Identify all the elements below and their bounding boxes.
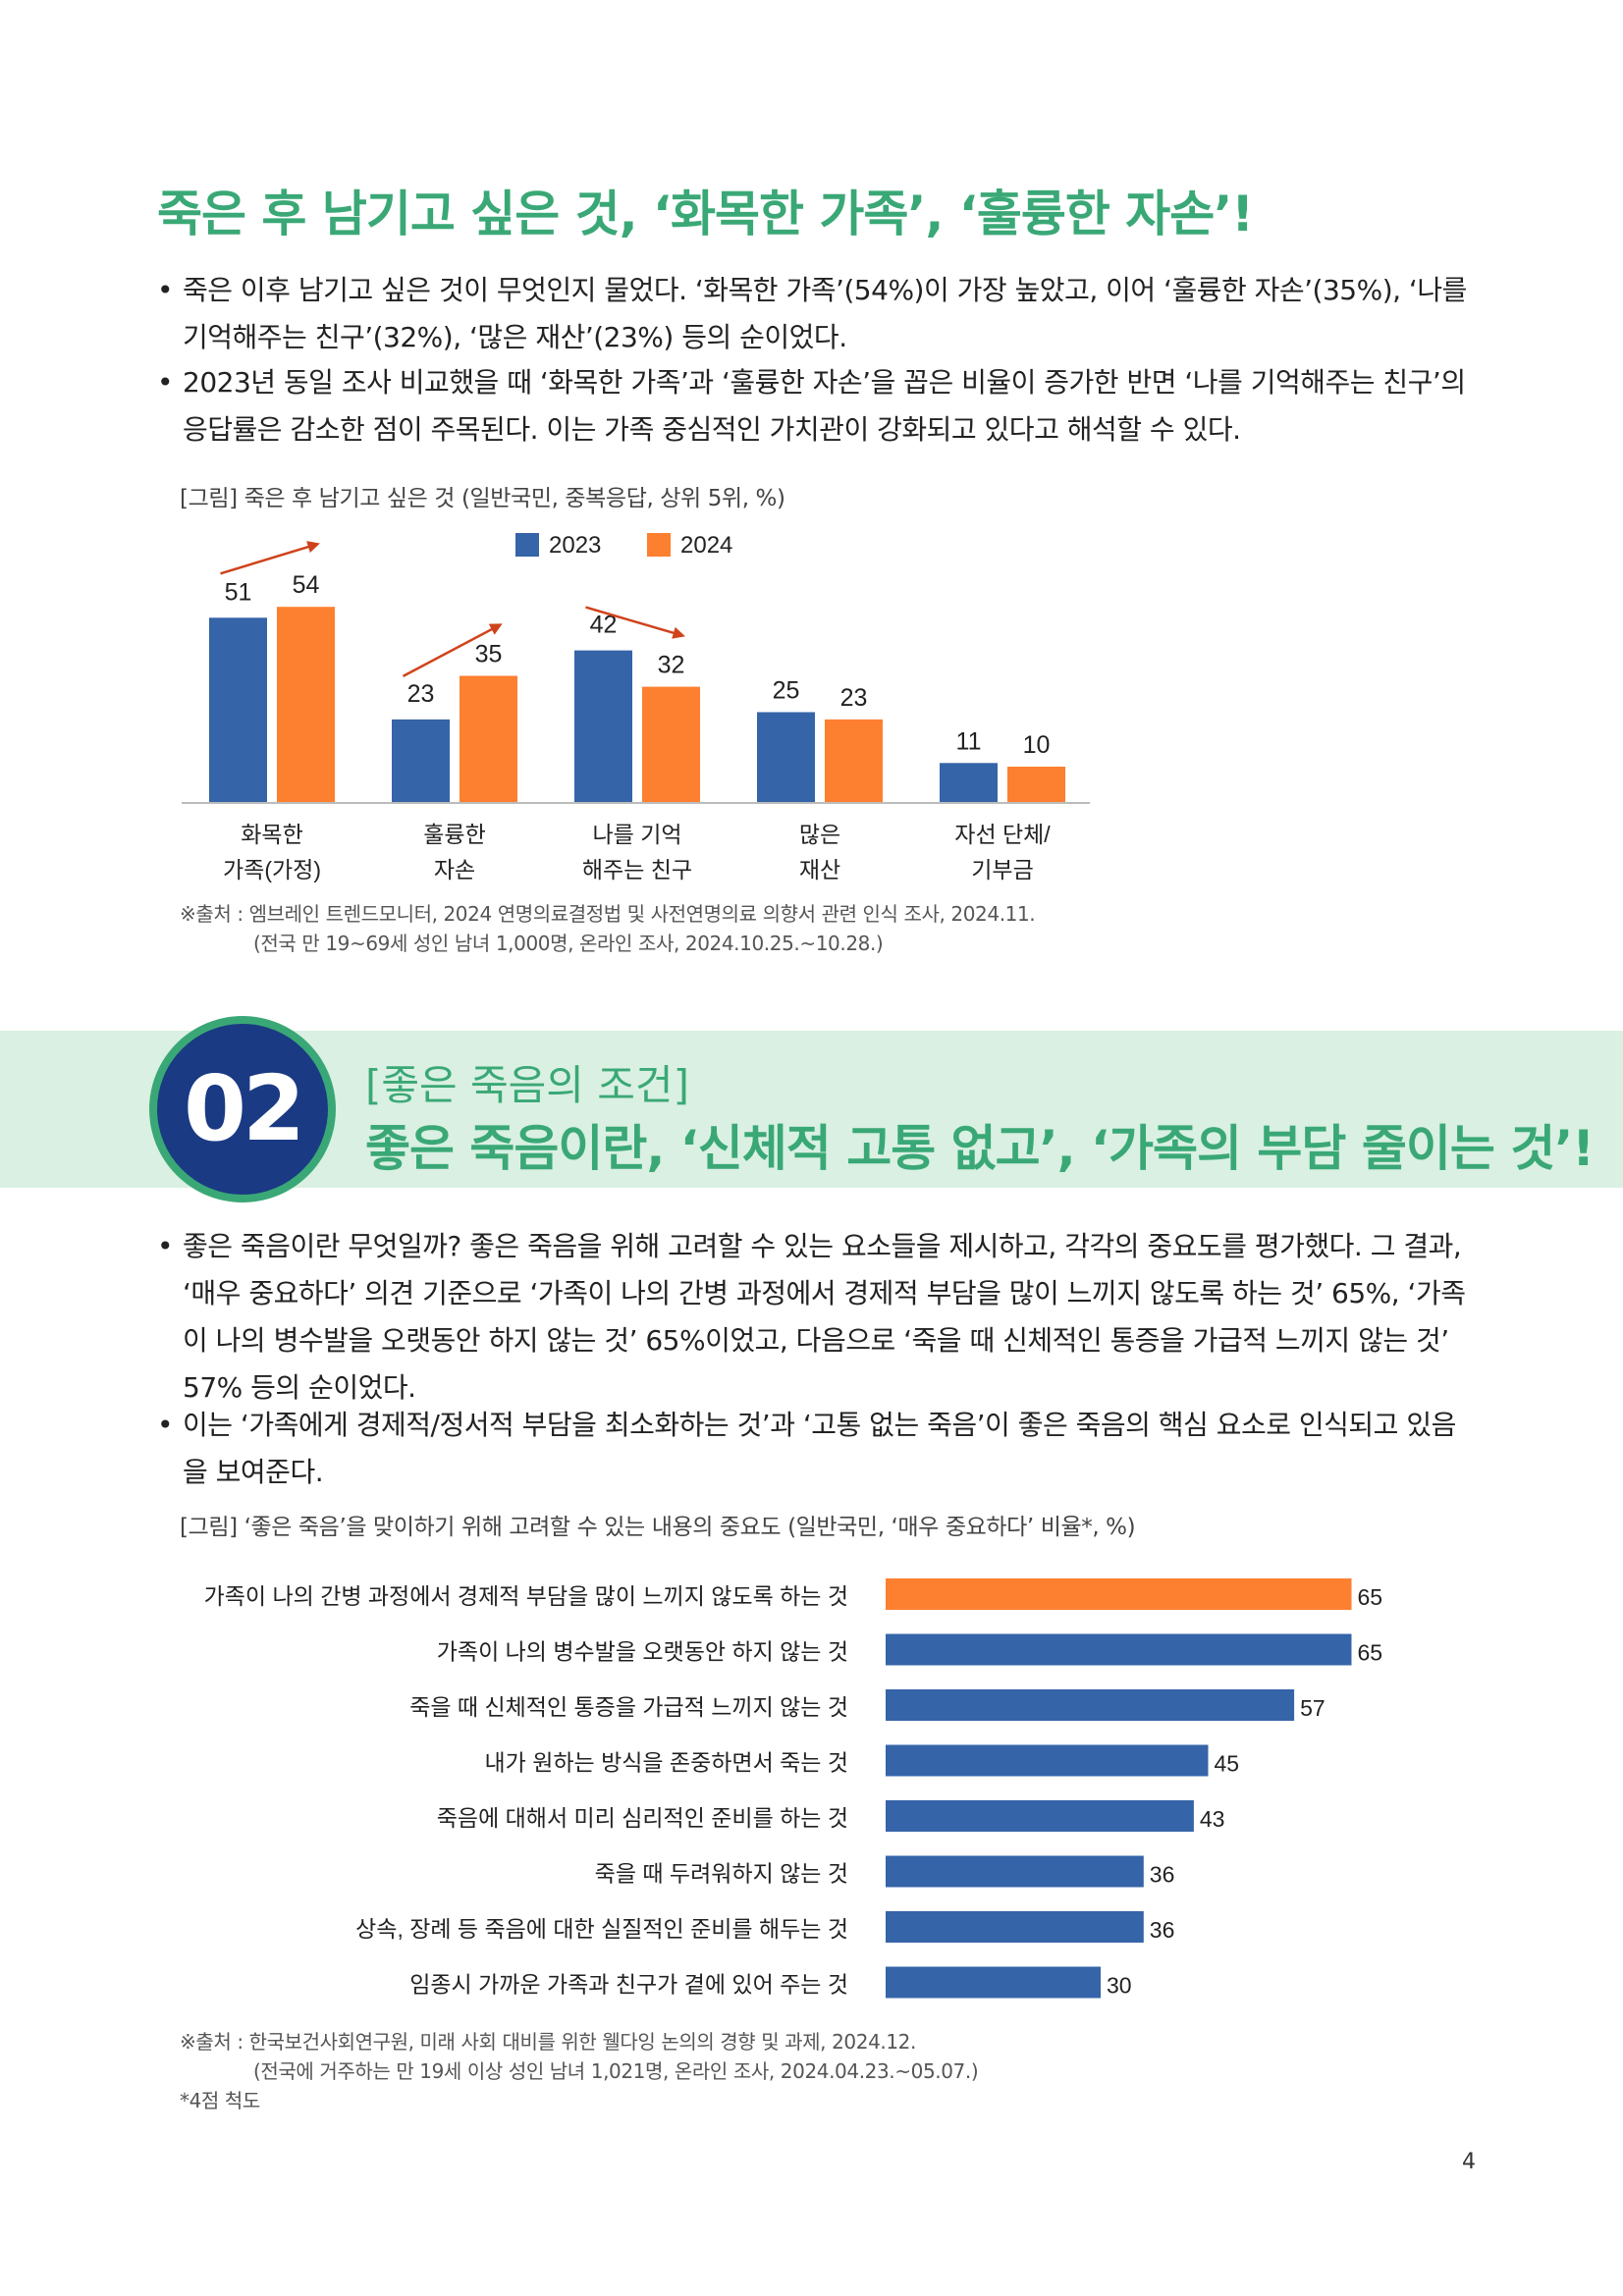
data-label: 43 [1200,1806,1225,1832]
bar-2023-4 [940,763,998,803]
bar-1 [886,1633,1352,1666]
change-arrow [402,623,503,678]
bar-2024-1 [460,675,517,803]
category-label: 죽을 때 두려워하지 않는 것 [595,1861,848,1887]
category-label: 가족이 나의 간병 과정에서 경제적 부담을 많이 느끼지 않도록 하는 것 [204,1583,848,1609]
bullet-dot: • [157,366,174,399]
bullet-text: 죽은 이후 남기고 싶은 것이 무엇인지 물었다. ‘화목한 가족’(54%)이… [183,274,1467,353]
section1-bullet-2: • 2023년 동일 조사 비교했을 때 ‘화목한 가족’과 ‘훌륭한 자손’을… [157,359,1478,454]
data-label: 23 [840,684,868,712]
bar-2024-2 [642,686,700,803]
bar-5 [886,1855,1144,1888]
section2-bullet-2: • 이는 ‘가족에게 경제적/정서적 부담을 최소화하는 것’과 ‘고통 없는 … [157,1402,1478,1496]
x-tick-label: 많은 [799,822,840,847]
category-label: 상속, 장례 등 죽음에 대한 실질적인 준비를 해두는 것 [355,1916,848,1942]
bullet-dot: • [157,1230,174,1262]
bar-2024-0 [277,607,335,803]
data-label: 36 [1150,1917,1175,1943]
bullet-text: 이는 ‘가족에게 경제적/정서적 부담을 최소화하는 것’과 ‘고통 없는 죽음… [183,1409,1456,1488]
section2-subtitle: [좋은 죽음의 조건] [365,1061,689,1109]
x-tick-label: 훌륭한 [423,822,485,847]
figure2-footnote: *4점 척도 [180,2089,260,2112]
bar-4 [886,1800,1194,1832]
x-tick-label: 가족(가정) [223,857,321,882]
data-label: 57 [1300,1695,1325,1721]
bullet-text: 2023년 동일 조사 비교했을 때 ‘화목한 가족’과 ‘훌륭한 자손’을 꼽… [183,366,1466,446]
bar-0 [886,1578,1352,1610]
bullet-dot: • [157,1409,174,1441]
data-label: 65 [1358,1640,1383,1666]
x-tick-label: 재산 [799,857,840,882]
page-number: 4 [1462,2150,1476,2174]
x-tick-label: 기부금 [971,857,1033,882]
category-label: 가족이 나의 병수발을 오랫동안 하지 않는 것 [437,1639,848,1665]
bar-2024-4 [1007,767,1065,803]
category-label: 내가 원하는 방식을 존중하면서 죽는 것 [484,1750,848,1776]
data-label: 10 [1023,731,1051,759]
figure1-caption: [그림] 죽은 후 남기고 싶은 것 (일반국민, 중복응답, 상위 5위, %… [180,486,785,511]
figure2-source-line2: (전국에 거주하는 만 19세 이상 성인 남녀 1,021명, 온라인 조사,… [253,2059,979,2083]
figure1-source-line1: ※출처 : 엠브레인 트렌드모니터, 2024 연명의료결정법 및 사전연명의료… [180,902,1036,926]
bar-6 [886,1911,1144,1943]
data-label: 30 [1107,1973,1132,1999]
change-arrow [220,541,320,575]
section2-heading: 좋은 죽음이란, ‘신체적 고통 없고’, ‘가족의 부담 줄이는 것’! [365,1120,1595,1177]
bar-2 [886,1689,1295,1721]
bar-2023-2 [574,650,632,803]
category-label: 죽을 때 신체적인 통증을 가급적 느끼지 않는 것 [409,1694,848,1720]
bar-2024-3 [825,719,883,803]
data-label: 51 [225,578,252,606]
section-number-badge: 02 [157,1024,328,1195]
data-label: 35 [475,641,503,668]
section1-heading: 죽은 후 남기고 싶은 것, ‘화목한 가족’, ‘훌륭한 자손’! [157,186,1254,242]
section2-bullet-1: • 좋은 죽음이란 무엇일까? 좋은 죽음을 위해 고려할 수 있는 요소들을 … [157,1223,1478,1412]
legend-swatch-2023 [515,533,539,557]
bar-3 [886,1744,1209,1777]
data-label: 65 [1358,1584,1383,1610]
data-label: 54 [293,571,320,599]
legend-label-2024: 2024 [680,532,732,559]
data-label: 36 [1150,1862,1175,1888]
data-label: 45 [1215,1751,1240,1777]
data-label: 25 [773,677,800,705]
legend-label-2023: 2023 [549,532,601,559]
figure2-source-line1: ※출처 : 한국보건사회연구원, 미래 사회 대비를 위한 웰다잉 논의의 경향… [180,2030,916,2054]
x-tick-label: 자선 단체/ [954,822,1051,847]
category-label: 죽음에 대해서 미리 심리적인 준비를 하는 것 [437,1805,848,1831]
x-tick-label: 나를 기억 [592,822,681,847]
x-tick-label: 화목한 [241,822,302,847]
data-label: 23 [407,680,435,708]
bar-7 [886,1966,1101,1999]
figure2-horizontal-bar-chart: 가족이 나의 간병 과정에서 경제적 부담을 많이 느끼지 않도록 하는 것 65… [204,1578,1383,1999]
data-label: 32 [658,652,685,679]
bar-2023-3 [757,712,815,803]
bullet-dot: • [157,274,174,306]
x-tick-label: 해주는 친구 [582,857,692,882]
category-label: 임종시 가까운 가족과 친구가 곁에 있어 주는 것 [409,1972,848,1998]
section1-bullet-1: • 죽은 이후 남기고 싶은 것이 무엇인지 물었다. ‘화목한 가족’(54%… [157,267,1478,361]
data-label: 11 [956,727,982,755]
x-tick-label: 자손 [434,857,475,882]
bar-2023-0 [209,617,267,803]
change-arrow [585,606,685,639]
bar-2023-1 [392,719,450,803]
figure1-source-line2: (전국 만 19~69세 성인 남녀 1,000명, 온라인 조사, 2024.… [253,932,884,955]
figure2-caption: [그림] ‘좋은 죽음’을 맞이하기 위해 고려할 수 있는 내용의 중요도 (… [180,1515,1136,1540]
legend-swatch-2024 [647,533,671,557]
bullet-text: 좋은 죽음이란 무엇일까? 좋은 죽음을 위해 고려할 수 있는 요소들을 제시… [183,1230,1466,1404]
